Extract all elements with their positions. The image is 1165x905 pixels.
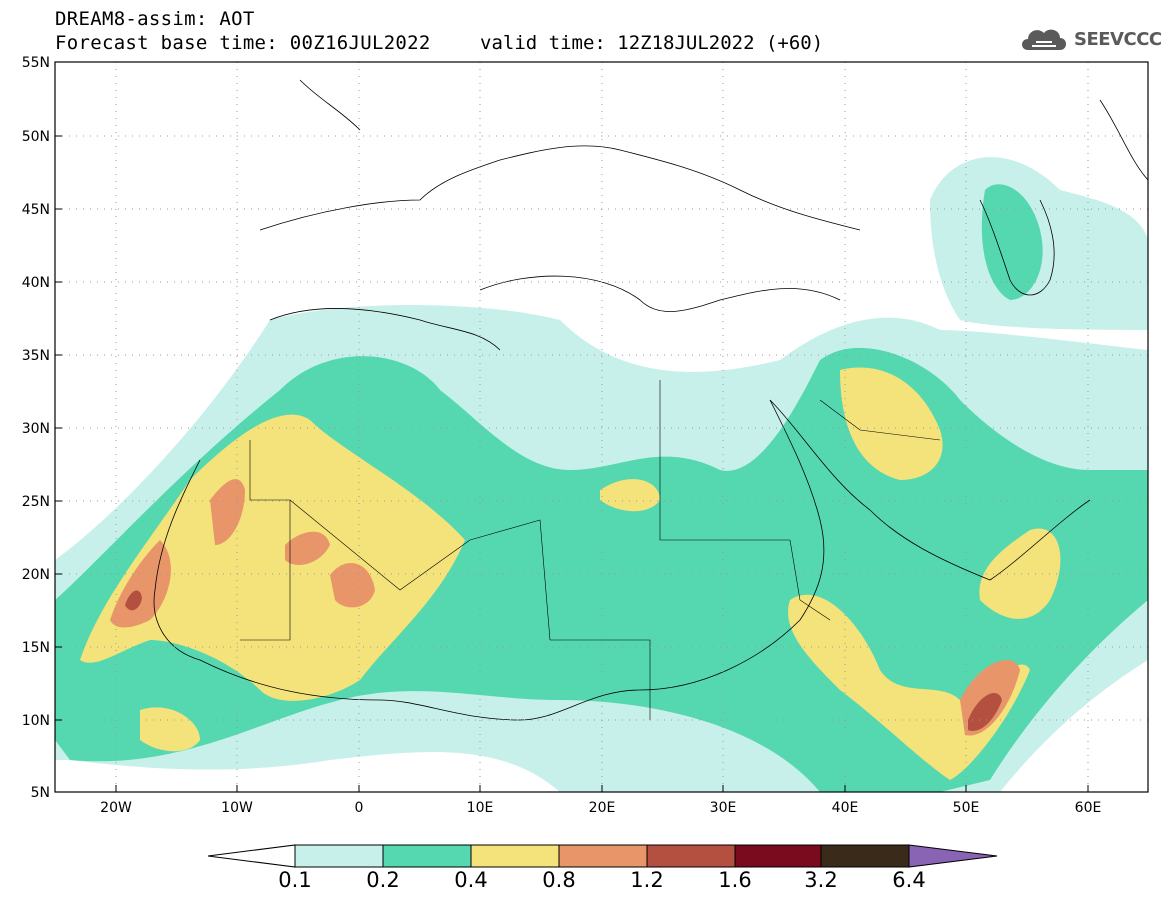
valid-time: valid time: 12Z18JUL2022 (+60): [480, 32, 824, 54]
colorbar-segment: [734, 844, 822, 868]
lon-label: 20W: [100, 800, 132, 816]
colorbar-label: 1.6: [718, 868, 752, 892]
lon-label: 50E: [953, 800, 980, 816]
map-title: DREAM8-assim: AOT: [55, 8, 255, 30]
coastlines: [153, 79, 1148, 721]
forecast-base-time: Forecast base time: 00Z16JUL2022: [55, 32, 431, 54]
lat-label: 5N: [31, 785, 50, 801]
colorbar-low-arrow: [207, 844, 296, 868]
aot-fields: [55, 79, 1148, 792]
aot-field-0.4: [80, 414, 465, 701]
borders: [240, 380, 941, 720]
cloud-icon: [1022, 29, 1066, 50]
colorbar-label: 0.8: [542, 868, 576, 892]
lat-label: 55N: [22, 55, 50, 71]
lat-label: 40N: [22, 275, 50, 291]
aot-field-0.2-caspian: [981, 184, 1043, 300]
aot-field-1.2: [125, 590, 142, 611]
lat-label: 20N: [22, 567, 50, 583]
colorbar-label: 6.4: [892, 868, 926, 892]
lon-label: 60E: [1075, 800, 1102, 816]
lon-label: 30E: [710, 800, 737, 816]
lat-label: 25N: [22, 494, 50, 510]
colorbar-segment: [558, 844, 648, 868]
colorbar-label: 0.4: [454, 868, 488, 892]
lat-label: 45N: [22, 202, 50, 218]
lat-label: 30N: [22, 421, 50, 437]
lon-label: 10W: [221, 800, 253, 816]
colorbar-segment: [382, 844, 472, 868]
lon-label: 20E: [589, 800, 616, 816]
colorbar-segment: [820, 844, 910, 868]
lon-label: 40E: [832, 800, 859, 816]
colorbar-segment: [294, 844, 384, 868]
aot-field-0.4-oman: [979, 528, 1061, 619]
colorbar-high-arrow: [908, 844, 998, 868]
aot-field-0.8: [110, 540, 171, 628]
lat-label: 35N: [22, 348, 50, 364]
aot-field-0.4-libya: [600, 479, 660, 512]
colorbar-segment: [646, 844, 736, 868]
aot-field-0.4-arabia: [840, 367, 943, 480]
lon-labels: 20W 10W 0 10E 20E 30E 40E 50E 60E: [100, 800, 1101, 816]
aot-field-0.8-b: [210, 479, 245, 545]
colorbar-segment: [470, 844, 560, 868]
aot-field-1.2-b: [968, 692, 1002, 731]
logo-text: SEEVCCC: [1074, 28, 1162, 50]
lat-labels: 55N 50N 45N 40N 35N 30N 25N 20N 15N 10N …: [22, 55, 50, 801]
colorbar-label: 1.2: [630, 868, 664, 892]
lat-label: 50N: [22, 129, 50, 145]
grid: [55, 62, 1148, 792]
colorbar: [207, 844, 998, 868]
lat-label: 15N: [22, 640, 50, 656]
colorbar-label: 0.2: [366, 868, 400, 892]
tick-marks: [55, 61, 1089, 793]
aot-field-0.4-sahel: [140, 707, 200, 752]
aot-field-0.8-d: [285, 531, 330, 565]
colorbar-label: 3.2: [804, 868, 838, 892]
lon-label: 0: [355, 800, 364, 816]
lat-label: 10N: [22, 713, 50, 729]
colorbar-label: 0.1: [278, 868, 312, 892]
lon-label: 10E: [467, 800, 494, 816]
seevccc-logo: SEEVCCC: [1018, 22, 1162, 56]
